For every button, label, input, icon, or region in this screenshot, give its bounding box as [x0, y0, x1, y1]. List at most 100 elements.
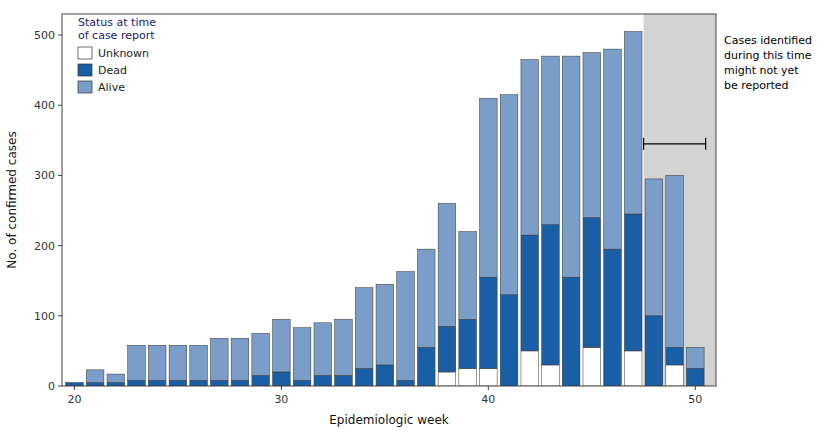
x-tick-label: 40 [481, 393, 495, 406]
bar [376, 365, 394, 386]
legend-swatch [78, 64, 92, 76]
bar [314, 323, 332, 376]
bar [583, 218, 601, 348]
bar [645, 316, 663, 386]
bar [459, 319, 477, 368]
bar [273, 319, 291, 372]
bar [438, 326, 456, 372]
bar [604, 249, 622, 386]
x-tick-label: 30 [274, 393, 288, 406]
bar [355, 368, 373, 386]
legend-swatch [78, 81, 92, 93]
bar [459, 368, 477, 386]
bracket [644, 138, 706, 150]
bar [624, 32, 642, 214]
bar [293, 328, 311, 381]
bar [666, 347, 684, 365]
bar [583, 347, 601, 386]
legend-label: Alive [98, 81, 125, 94]
bar [438, 204, 456, 327]
legend-label: Unknown [98, 47, 149, 60]
bar [293, 380, 311, 386]
bar [480, 277, 498, 368]
bar [480, 368, 498, 386]
bar [687, 347, 705, 368]
bar [66, 382, 84, 383]
x-axis-label: Epidemiologic week [329, 413, 449, 427]
bar [687, 368, 705, 386]
bar [604, 49, 622, 249]
bar [169, 380, 187, 386]
bar [231, 380, 249, 386]
bar [210, 380, 228, 386]
bar [148, 345, 166, 380]
bar [128, 380, 146, 386]
y-tick-label: 300 [34, 169, 55, 182]
bar [542, 225, 560, 365]
bar [190, 380, 208, 386]
bar [190, 345, 208, 380]
bar [645, 179, 663, 316]
bar [273, 372, 291, 386]
bar [500, 95, 518, 295]
bar [438, 372, 456, 386]
x-tick-label: 20 [67, 393, 81, 406]
bar [542, 365, 560, 386]
bar [128, 345, 146, 380]
bar [459, 232, 477, 320]
bar [562, 277, 580, 386]
y-tick-label: 400 [34, 99, 55, 112]
bar [169, 345, 187, 380]
y-tick [58, 315, 62, 316]
legend-title: Status at timeof case report [78, 16, 156, 42]
bracket-line [644, 143, 706, 144]
bar [335, 375, 353, 386]
y-tick-label: 500 [34, 29, 55, 42]
bar [107, 382, 125, 386]
bar [314, 375, 332, 386]
bar [480, 98, 498, 277]
bar-series [86, 32, 704, 383]
bar [666, 365, 684, 386]
bar [148, 380, 166, 386]
bar [86, 382, 104, 386]
bar [666, 175, 684, 347]
x-tick [695, 386, 696, 390]
y-tick [58, 245, 62, 246]
bar [417, 347, 435, 386]
bar [562, 56, 580, 277]
bar [397, 380, 415, 386]
y-tick [58, 105, 62, 106]
bar [252, 375, 270, 386]
bar [500, 295, 518, 386]
bar [355, 288, 373, 369]
legend: Status at timeof case report Unknown Dead A… [78, 16, 156, 94]
bar [624, 214, 642, 351]
x-tick [488, 386, 489, 390]
annotation: Cases identifiedduring this timemight no… [724, 34, 812, 92]
y-axis-label: No. of confirmed cases [5, 131, 19, 268]
bar [66, 382, 84, 386]
y-tick-label: 200 [34, 240, 55, 253]
bar [521, 60, 539, 235]
bar [86, 370, 104, 383]
y-tick [58, 175, 62, 176]
bar [521, 351, 539, 386]
bar [252, 333, 270, 375]
legend-label: Dead [98, 64, 127, 77]
chart: 010020030040050020304050Epidemiologic we… [0, 0, 834, 434]
plot-frame [62, 14, 716, 386]
x-tick [281, 386, 282, 390]
bar [376, 284, 394, 365]
y-tick [58, 35, 62, 36]
legend-swatch [78, 47, 92, 59]
bar [107, 374, 125, 382]
plot-area [66, 14, 716, 386]
y-tick-label: 0 [48, 380, 55, 393]
x-tick-label: 50 [688, 393, 702, 406]
bar [417, 249, 435, 347]
shaded-region [644, 14, 716, 386]
bar [335, 319, 353, 375]
bracket-end [705, 138, 706, 150]
bar [583, 53, 601, 218]
